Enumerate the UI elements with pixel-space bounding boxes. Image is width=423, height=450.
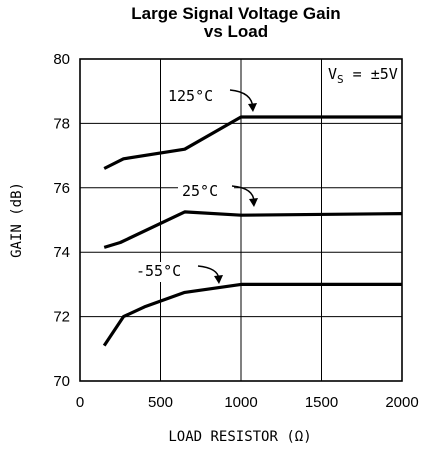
annotation-125C: 125°C bbox=[168, 87, 213, 105]
arrowhead-minus55C bbox=[214, 275, 223, 284]
annotation-group-25: 25°C bbox=[178, 181, 258, 207]
x-tick-label: 0 bbox=[76, 394, 84, 411]
cond-v: V bbox=[328, 65, 337, 83]
x-tick-label: 1500 bbox=[305, 394, 338, 411]
y-axis-label: GAIN (dB) bbox=[9, 182, 25, 258]
annotation-25C: 25°C bbox=[182, 182, 218, 200]
cond-sub: S bbox=[337, 73, 344, 86]
y-tick-labels: 70 72 74 76 78 80 bbox=[53, 51, 70, 390]
arrowhead-125C bbox=[248, 103, 257, 112]
y-tick-label: 74 bbox=[53, 244, 70, 261]
data-series bbox=[104, 117, 402, 346]
y-tick-label: 76 bbox=[53, 180, 70, 197]
x-tick-label: 2000 bbox=[385, 394, 418, 411]
annotation-group-125: 125°C bbox=[164, 86, 257, 112]
annotation-group-m55: -55°C bbox=[132, 262, 223, 284]
chart-title: Large Signal Voltage Gain bbox=[131, 4, 340, 23]
series-line bbox=[104, 284, 402, 345]
y-tick-label: 72 bbox=[53, 309, 70, 326]
cond-rest: = ±5V bbox=[344, 65, 398, 83]
series-line bbox=[104, 212, 402, 248]
annotation-minus55C: -55°C bbox=[136, 262, 181, 280]
x-axis-label: LOAD RESISTOR (Ω) bbox=[168, 429, 311, 445]
y-tick-label: 78 bbox=[53, 115, 70, 132]
arrowhead-25C bbox=[249, 198, 258, 207]
grid-lines bbox=[80, 59, 402, 381]
series-line bbox=[104, 117, 402, 169]
y-tick-label: 80 bbox=[53, 51, 70, 68]
chart-subtitle: vs Load bbox=[204, 22, 268, 41]
x-tick-label: 500 bbox=[148, 394, 173, 411]
x-tick-labels: 0 500 1000 1500 2000 bbox=[76, 394, 419, 411]
y-tick-label: 70 bbox=[53, 373, 70, 390]
condition-label-group: VS = ±5V bbox=[322, 64, 400, 86]
x-tick-label: 1000 bbox=[224, 394, 257, 411]
